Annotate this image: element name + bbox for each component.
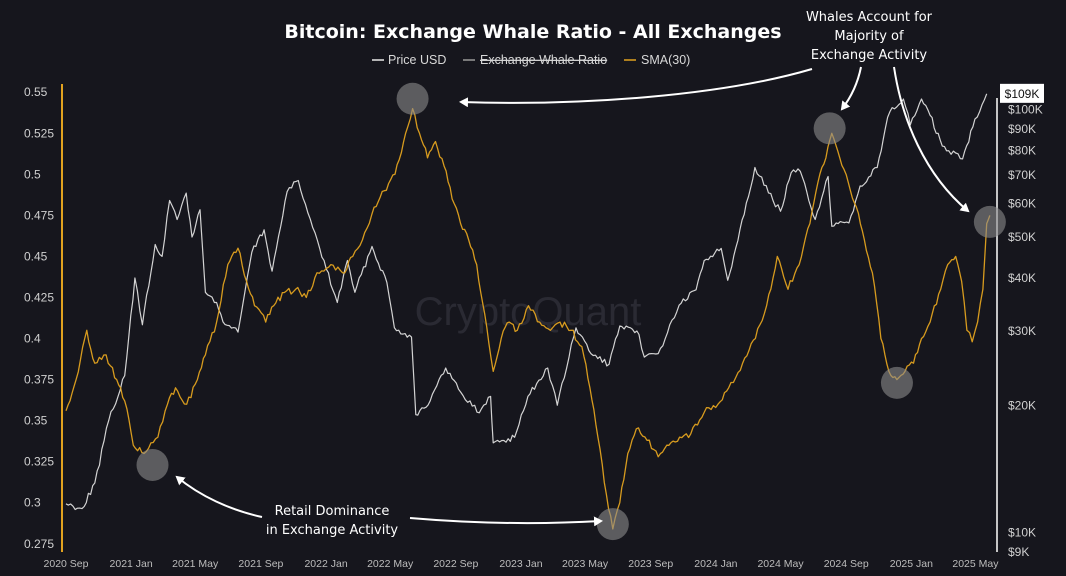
highlight-circle xyxy=(596,508,629,541)
arrow-to-2022-peak xyxy=(459,68,813,108)
x-tick-label: 2021 May xyxy=(172,558,219,570)
x-tick-label: 2021 Jan xyxy=(110,558,153,570)
left-tick-label: 0.5 xyxy=(24,167,41,181)
price-badge: $109K xyxy=(1000,83,1044,103)
right-tick-label: $40K xyxy=(1008,271,1036,285)
left-axis-ticks: 0.55 0.525 0.5 0.475 0.45 0.425 0.4 0.375 0.35 0.… xyxy=(24,85,54,551)
annotation-retail: Retail Dominance in Exchange Activity xyxy=(175,475,603,538)
price-badge-box xyxy=(1000,83,1044,103)
left-tick-label: 0.35 xyxy=(24,414,48,428)
x-tick-label: 2022 May xyxy=(367,558,414,570)
annotation-whales-line-1: Whales Account for xyxy=(806,10,933,25)
right-axis-ticks: $100K $90K $80K $70K $60K $50K $40K $30K $20K $10… xyxy=(1008,103,1043,559)
x-tick-label: 2020 Sep xyxy=(44,558,89,570)
chart-title: Bitcoin: Exchange Whale Ratio - All Exch… xyxy=(284,21,781,43)
annotation-whales-line-3: Exchange Activity xyxy=(811,48,928,63)
series-line-sma-30- xyxy=(65,107,991,530)
annotation-retail-line-1: Retail Dominance xyxy=(275,504,390,519)
x-tick-label: 2021 Sep xyxy=(238,558,283,570)
left-tick-label: 0.45 xyxy=(24,249,48,263)
watermark: CryptoQuant xyxy=(415,290,642,334)
annotation-whales-line-2: Majority of xyxy=(834,29,904,44)
right-tick-label: $50K xyxy=(1008,230,1036,244)
x-tick-label: 2024 May xyxy=(757,558,804,570)
right-tick-label: $90K xyxy=(1008,122,1036,136)
highlight-circle xyxy=(973,205,1006,238)
series-line-price-usd xyxy=(65,93,988,511)
highlight-layer xyxy=(136,82,1006,541)
x-tick-label: 2023 May xyxy=(562,558,609,570)
right-tick-label: $70K xyxy=(1008,168,1036,182)
right-tick-label: $100K xyxy=(1008,103,1043,117)
left-tick-label: 0.325 xyxy=(24,455,54,469)
legend-item-sma[interactable]: SMA(30) xyxy=(641,53,690,67)
x-tick-label: 2025 May xyxy=(952,558,999,570)
left-tick-label: 0.475 xyxy=(24,208,54,222)
x-tick-label: 2022 Sep xyxy=(433,558,478,570)
right-tick-label: $10K xyxy=(1008,526,1036,540)
x-tick-label: 2025 Jan xyxy=(890,558,933,570)
left-tick-label: 0.4 xyxy=(24,332,41,346)
left-tick-label: 0.525 xyxy=(24,126,54,140)
legend: Price USD Exchange Whale Ratio SMA(30) xyxy=(372,53,690,67)
annotation-whales: Whales Account for Majority of Exchange … xyxy=(459,10,970,213)
arrow-to-2025-rise xyxy=(893,66,970,213)
x-tick-label: 2024 Jan xyxy=(694,558,737,570)
arrow-to-2024-peak xyxy=(840,66,862,111)
legend-item-whale-ratio[interactable]: Exchange Whale Ratio xyxy=(480,53,607,67)
x-tick-label: 2023 Sep xyxy=(628,558,673,570)
left-tick-label: 0.375 xyxy=(24,373,54,387)
left-tick-label: 0.3 xyxy=(24,496,41,510)
left-tick-label: 0.55 xyxy=(24,85,48,99)
right-tick-label: $60K xyxy=(1008,197,1036,211)
series-layer xyxy=(65,93,991,530)
arrow-to-2023-low xyxy=(409,516,603,527)
x-axis-ticks: 2020 Sep 2021 Jan 2021 May 2021 Sep 2022 Jan… xyxy=(44,558,1000,570)
right-tick-label: $9K xyxy=(1008,545,1029,559)
right-tick-label: $20K xyxy=(1008,398,1036,412)
x-tick-label: 2022 Jan xyxy=(304,558,347,570)
highlight-circle xyxy=(136,448,169,481)
highlight-circle xyxy=(396,82,429,115)
right-tick-label: $80K xyxy=(1008,144,1036,158)
highlight-circle xyxy=(813,112,846,145)
left-tick-label: 0.275 xyxy=(24,537,54,551)
price-badge-label: $109K xyxy=(1005,87,1040,101)
legend-item-price[interactable]: Price USD xyxy=(388,53,446,67)
left-tick-label: 0.425 xyxy=(24,290,54,304)
x-tick-label: 2024 Sep xyxy=(824,558,869,570)
annotation-retail-line-2: in Exchange Activity xyxy=(266,523,399,538)
right-tick-label: $30K xyxy=(1008,324,1036,338)
arrow-to-2021-low xyxy=(175,475,263,518)
x-tick-label: 2023 Jan xyxy=(499,558,542,570)
highlight-circle xyxy=(880,366,913,399)
